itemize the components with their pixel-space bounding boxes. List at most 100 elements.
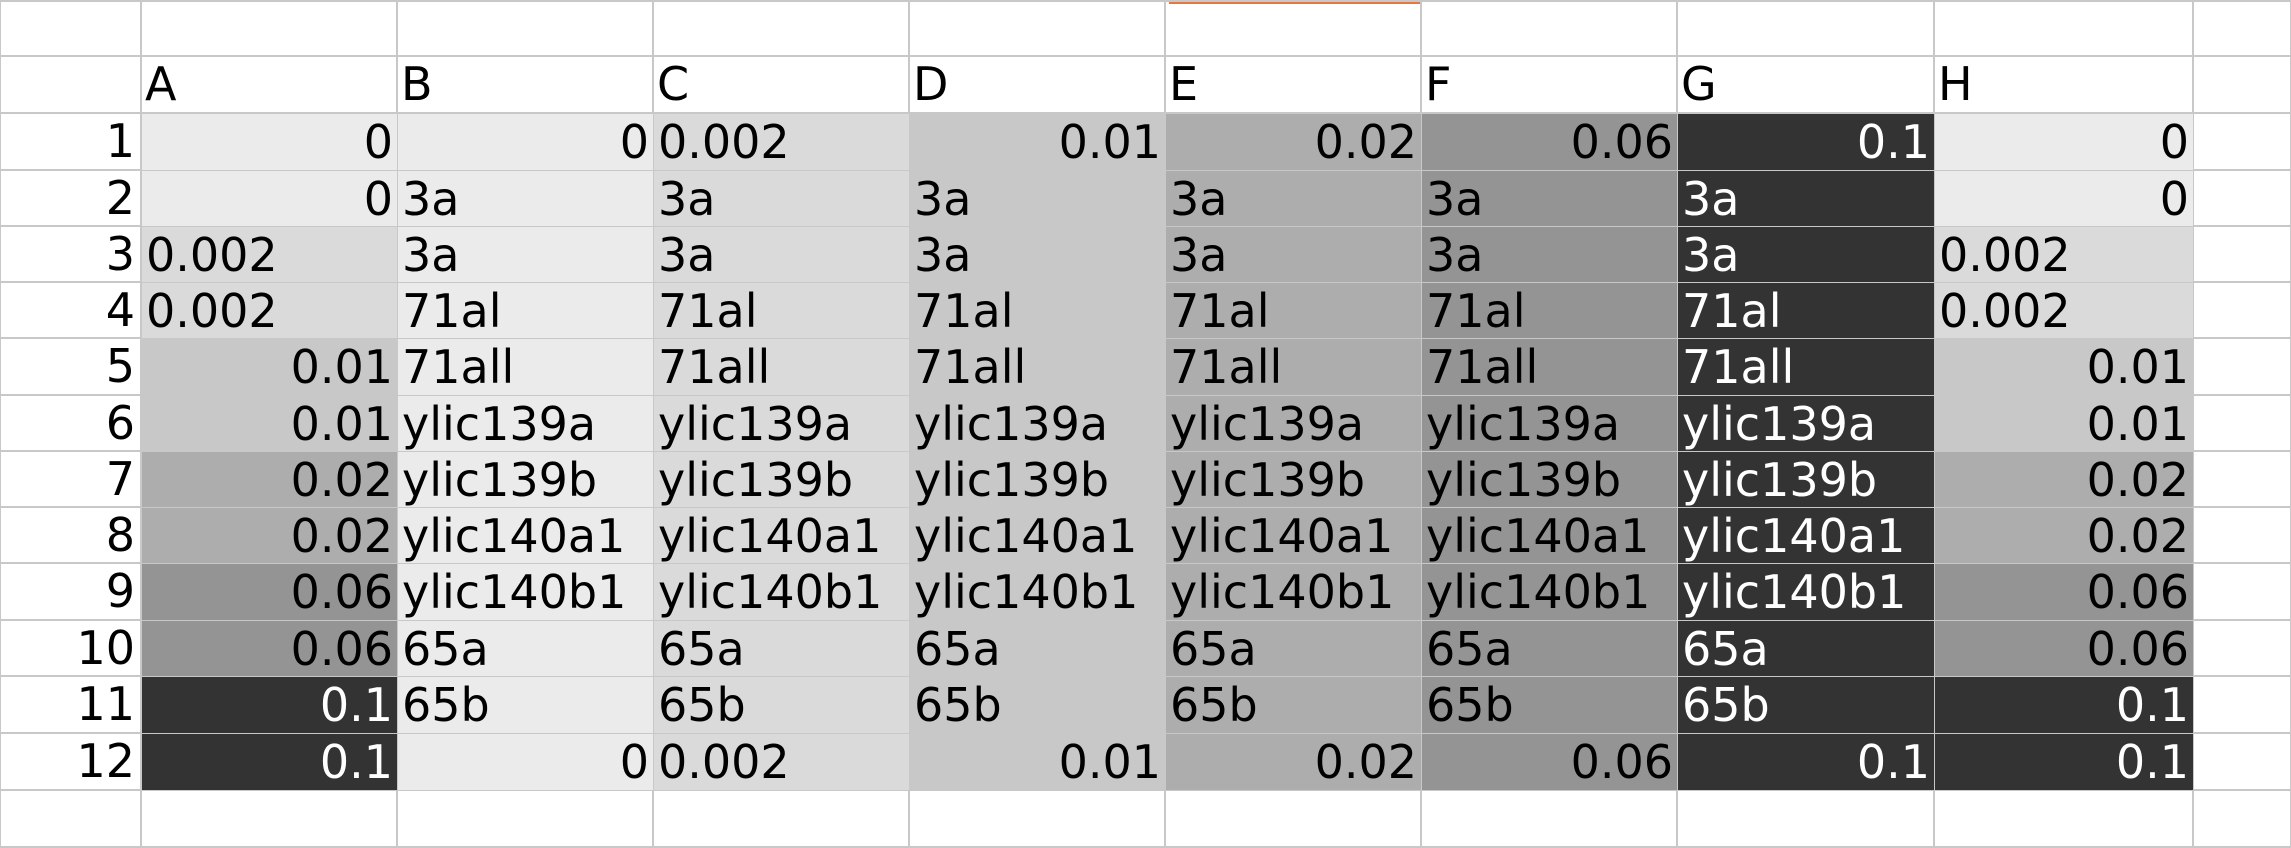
cell-h3[interactable]: 0.002 (1935, 227, 2193, 282)
cell-g5[interactable]: 71all (1678, 339, 1934, 395)
cell-g1[interactable]: 0.1 (1678, 114, 1934, 170)
cell-b11[interactable]: 65b (398, 677, 653, 733)
cell-d12[interactable]: 0.01 (910, 734, 1165, 790)
cell-f7[interactable]: ylic139b (1422, 452, 1677, 507)
cell-d3[interactable]: 3a (910, 227, 1165, 282)
cell-h6[interactable]: 0.01 (1935, 396, 2193, 451)
cell-b9[interactable]: ylic140b1 (398, 564, 653, 620)
cell-h9[interactable]: 0.06 (1935, 564, 2193, 620)
row-header-1[interactable]: 1 (105, 114, 135, 168)
cell-b8[interactable]: ylic140a1 (398, 508, 653, 563)
cell-d2[interactable]: 3a (910, 171, 1165, 226)
cell-d1[interactable]: 0.01 (910, 114, 1165, 170)
cell-g11[interactable]: 65b (1678, 677, 1934, 733)
cell-g10[interactable]: 65a (1678, 621, 1934, 676)
cell-e3[interactable]: 3a (1166, 227, 1421, 282)
cell-g12[interactable]: 0.1 (1678, 734, 1934, 790)
cell-f2[interactable]: 3a (1422, 171, 1677, 226)
row-header-12[interactable]: 12 (76, 734, 135, 788)
cell-e7[interactable]: ylic139b (1166, 452, 1421, 507)
row-header-5[interactable]: 5 (105, 339, 135, 393)
cell-e11[interactable]: 65b (1166, 677, 1421, 733)
cell-c5[interactable]: 71all (654, 339, 909, 395)
cell-b1[interactable]: 0 (398, 114, 653, 170)
cell-d5[interactable]: 71all (910, 339, 1165, 395)
cell-g6[interactable]: ylic139a (1678, 396, 1934, 451)
cell-d10[interactable]: 65a (910, 621, 1165, 676)
cell-c12[interactable]: 0.002 (654, 734, 909, 790)
cell-h10[interactable]: 0.06 (1935, 621, 2193, 676)
cell-h5[interactable]: 0.01 (1935, 339, 2193, 395)
column-header-c[interactable]: C (657, 57, 690, 111)
cell-c1[interactable]: 0.002 (654, 114, 909, 170)
cell-a10[interactable]: 0.06 (142, 621, 397, 676)
cell-e4[interactable]: 71al (1166, 283, 1421, 338)
cell-d4[interactable]: 71al (910, 283, 1165, 338)
cell-b2[interactable]: 3a (398, 171, 653, 226)
cell-e2[interactable]: 3a (1166, 171, 1421, 226)
cell-f11[interactable]: 65b (1422, 677, 1677, 733)
cell-g4[interactable]: 71al (1678, 283, 1934, 338)
cell-c9[interactable]: ylic140b1 (654, 564, 909, 620)
row-header-3[interactable]: 3 (105, 227, 135, 281)
cell-c2[interactable]: 3a (654, 171, 909, 226)
cell-a11[interactable]: 0.1 (142, 677, 397, 733)
cell-d11[interactable]: 65b (910, 677, 1165, 733)
column-header-f[interactable]: F (1425, 57, 1452, 111)
cell-e6[interactable]: ylic139a (1166, 396, 1421, 451)
column-header-b[interactable]: B (401, 57, 433, 111)
cell-b10[interactable]: 65a (398, 621, 653, 676)
cell-a1[interactable]: 0 (142, 114, 397, 170)
cell-e9[interactable]: ylic140b1 (1166, 564, 1421, 620)
cell-b6[interactable]: ylic139a (398, 396, 653, 451)
cell-g2[interactable]: 3a (1678, 171, 1934, 226)
column-header-a[interactable]: A (145, 57, 177, 111)
cell-c11[interactable]: 65b (654, 677, 909, 733)
cell-a7[interactable]: 0.02 (142, 452, 397, 507)
cell-e8[interactable]: ylic140a1 (1166, 508, 1421, 563)
cell-f4[interactable]: 71al (1422, 283, 1677, 338)
cell-b7[interactable]: ylic139b (398, 452, 653, 507)
cell-f5[interactable]: 71all (1422, 339, 1677, 395)
cell-c8[interactable]: ylic140a1 (654, 508, 909, 563)
cell-h7[interactable]: 0.02 (1935, 452, 2193, 507)
row-header-6[interactable]: 6 (105, 396, 135, 450)
cell-b5[interactable]: 71all (398, 339, 653, 395)
cell-a4[interactable]: 0.002 (142, 283, 397, 338)
cell-h2[interactable]: 0 (1935, 171, 2193, 226)
cell-a9[interactable]: 0.06 (142, 564, 397, 620)
cell-h1[interactable]: 0 (1935, 114, 2193, 170)
cell-a8[interactable]: 0.02 (142, 508, 397, 563)
cell-a12[interactable]: 0.1 (142, 734, 397, 790)
cell-c7[interactable]: ylic139b (654, 452, 909, 507)
cell-c3[interactable]: 3a (654, 227, 909, 282)
cell-g3[interactable]: 3a (1678, 227, 1934, 282)
column-header-g[interactable]: G (1681, 57, 1717, 111)
cell-b12[interactable]: 0 (398, 734, 653, 790)
cell-f10[interactable]: 65a (1422, 621, 1677, 676)
cell-f8[interactable]: ylic140a1 (1422, 508, 1677, 563)
column-header-e[interactable]: E (1169, 57, 1199, 111)
cell-d8[interactable]: ylic140a1 (910, 508, 1165, 563)
cell-d9[interactable]: ylic140b1 (910, 564, 1165, 620)
cell-f9[interactable]: ylic140b1 (1422, 564, 1677, 620)
cell-c6[interactable]: ylic139a (654, 396, 909, 451)
row-header-11[interactable]: 11 (76, 677, 135, 731)
cell-c10[interactable]: 65a (654, 621, 909, 676)
cell-e10[interactable]: 65a (1166, 621, 1421, 676)
cell-g9[interactable]: ylic140b1 (1678, 564, 1934, 620)
cell-a3[interactable]: 0.002 (142, 227, 397, 282)
cell-a5[interactable]: 0.01 (142, 339, 397, 395)
cell-g8[interactable]: ylic140a1 (1678, 508, 1934, 563)
cell-f3[interactable]: 3a (1422, 227, 1677, 282)
row-header-7[interactable]: 7 (105, 452, 135, 506)
cell-c4[interactable]: 71al (654, 283, 909, 338)
cell-b3[interactable]: 3a (398, 227, 653, 282)
cell-a2[interactable]: 0 (142, 171, 397, 226)
column-header-d[interactable]: D (913, 57, 949, 111)
cell-a6[interactable]: 0.01 (142, 396, 397, 451)
cell-h12[interactable]: 0.1 (1935, 734, 2193, 790)
row-header-2[interactable]: 2 (105, 171, 135, 225)
cell-f12[interactable]: 0.06 (1422, 734, 1677, 790)
row-header-8[interactable]: 8 (105, 508, 135, 562)
